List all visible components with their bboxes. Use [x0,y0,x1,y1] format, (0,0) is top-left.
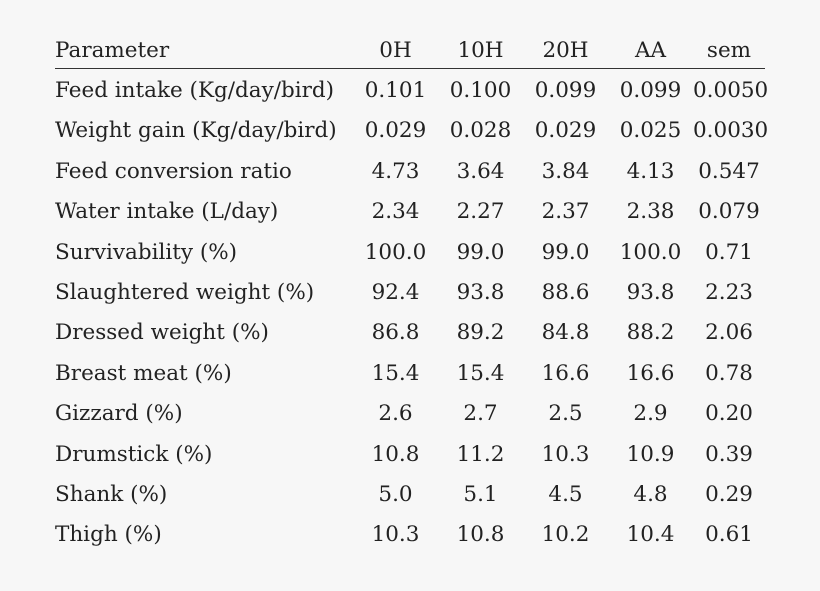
cell-10h: 11.2 [456,441,505,467]
cell-sem: 0.20 [705,401,753,427]
cell-10h: 2.27 [456,199,505,225]
cell-parameter: Drumstick (%) [55,441,213,467]
cell-parameter: Thigh (%) [55,522,162,548]
cell-parameter: Feed conversion ratio [55,158,292,184]
table-row: Thigh (%) 10.3 10.8 10.2 10.4 0.61 [55,515,765,555]
table-row: Dressed weight (%) 86.8 89.2 84.8 88.2 2.06 [55,313,765,353]
data-table: Parameter 0H 10H 20H AA sem Feed intake … [55,34,769,556]
cell-parameter: Dressed weight (%) [55,320,269,346]
cell-aa: 10.4 [626,522,675,548]
cell-aa: 0.099 [619,78,682,103]
cell-0h: 10.8 [371,441,420,467]
cell-20h: 2.5 [548,401,583,427]
cell-20h: 3.84 [541,158,590,184]
cell-20h: 0.029 [534,118,597,144]
cell-parameter: Water intake (L/day) [55,199,279,225]
cell-20h: 10.2 [541,522,590,548]
table-row: Survivability (%) 100.0 99.0 99.0 100.0 0.71 [55,233,765,273]
table-row: Water intake (L/day) 2.34 2.27 2.37 2.38 0.07… [55,192,765,232]
cell-20h: 0.099 [534,78,597,103]
cell-10h: 15.4 [456,360,505,386]
cell-0h: 5.0 [378,482,413,508]
cell-20h: 16.6 [541,360,590,386]
cell-aa: 0.025 [619,118,682,144]
cell-0h: 0.101 [364,78,427,103]
table-row: Drumstick (%) 10.8 11.2 10.3 10.9 0.39 [55,435,765,475]
table-body: Feed intake (Kg/day/bird) 0.101 0.100 0.099… [55,69,769,556]
cell-10h: 89.2 [456,320,505,346]
cell-10h: 3.64 [456,158,505,184]
header-parameter: Parameter [55,38,170,63]
cell-parameter: Breast meat (%) [55,360,232,386]
table-row: Gizzard (%) 2.6 2.7 2.5 2.9 0.20 [55,394,765,434]
cell-20h: 84.8 [541,320,590,346]
header-0h: 0H [379,38,412,63]
cell-0h: 92.4 [371,280,420,306]
cell-parameter: Feed intake (Kg/day/bird) [55,78,335,103]
cell-sem: 0.78 [705,360,753,386]
cell-aa: 2.38 [626,199,675,225]
cell-aa: 10.9 [626,441,675,467]
table-header: Parameter 0H 10H 20H AA sem [55,34,765,69]
header-sem: sem [706,38,752,63]
table-container: Parameter 0H 10H 20H AA sem Feed intake … [55,34,769,556]
cell-0h: 0.029 [364,118,427,144]
cell-10h: 0.028 [449,118,512,144]
table-row: Breast meat (%) 15.4 15.4 16.6 16.6 0.78 [55,354,765,394]
header-20h: 20H [542,38,589,63]
cell-aa: 88.2 [626,320,675,346]
cell-aa: 93.8 [626,280,675,306]
cell-20h: 10.3 [541,441,590,467]
cell-sem: 0.0030 [693,118,769,144]
table-row: Slaughtered weight (%) 92.4 93.8 88.6 93.8 2.… [55,273,765,313]
cell-aa: 4.8 [633,482,668,508]
table-row: Weight gain (Kg/day/bird) 0.029 0.028 0.029… [55,111,769,151]
header-row: Parameter 0H 10H 20H AA sem [55,34,765,69]
header-10h: 10H [457,38,504,63]
cell-aa: 16.6 [626,360,675,386]
cell-parameter: Gizzard (%) [55,401,183,427]
cell-parameter: Shank (%) [55,482,168,508]
cell-20h: 99.0 [541,239,590,265]
table-row: Feed intake (Kg/day/bird) 0.101 0.100 0.099… [55,69,769,112]
cell-sem: 2.06 [705,320,753,346]
cell-10h: 2.7 [463,401,498,427]
cell-10h: 99.0 [456,239,505,265]
cell-sem: 0.61 [705,522,753,548]
cell-sem: 0.39 [705,441,753,467]
cell-0h: 100.0 [364,239,427,265]
cell-sem: 0.29 [705,482,753,508]
cell-20h: 88.6 [541,280,590,306]
table-row: Feed conversion ratio 4.73 3.64 3.84 4.13 0.5… [55,152,765,192]
cell-10h: 0.100 [449,78,512,103]
cell-sem: 0.71 [705,239,753,265]
cell-sem: 0.079 [698,199,760,225]
cell-0h: 2.6 [378,401,413,427]
cell-0h: 2.34 [371,199,420,225]
cell-sem: 0.0050 [693,78,769,103]
cell-aa: 100.0 [619,239,682,265]
cell-sem: 2.23 [705,280,753,306]
cell-0h: 15.4 [371,360,420,386]
cell-20h: 2.37 [541,199,590,225]
cell-parameter: Survivability (%) [55,239,238,265]
table-row: Shank (%) 5.0 5.1 4.5 4.8 0.29 [55,475,765,515]
cell-0h: 86.8 [371,320,420,346]
cell-parameter: Slaughtered weight (%) [55,280,315,306]
header-aa: AA [634,38,667,63]
cell-sem: 0.547 [698,158,760,184]
cell-10h: 10.8 [456,522,505,548]
cell-aa: 4.13 [626,158,675,184]
cell-10h: 5.1 [463,482,498,508]
cell-parameter: Weight gain (Kg/day/bird) [55,118,337,144]
cell-0h: 10.3 [371,522,420,548]
cell-0h: 4.73 [371,158,420,184]
cell-10h: 93.8 [456,280,505,306]
cell-aa: 2.9 [633,401,668,427]
cell-20h: 4.5 [548,482,583,508]
